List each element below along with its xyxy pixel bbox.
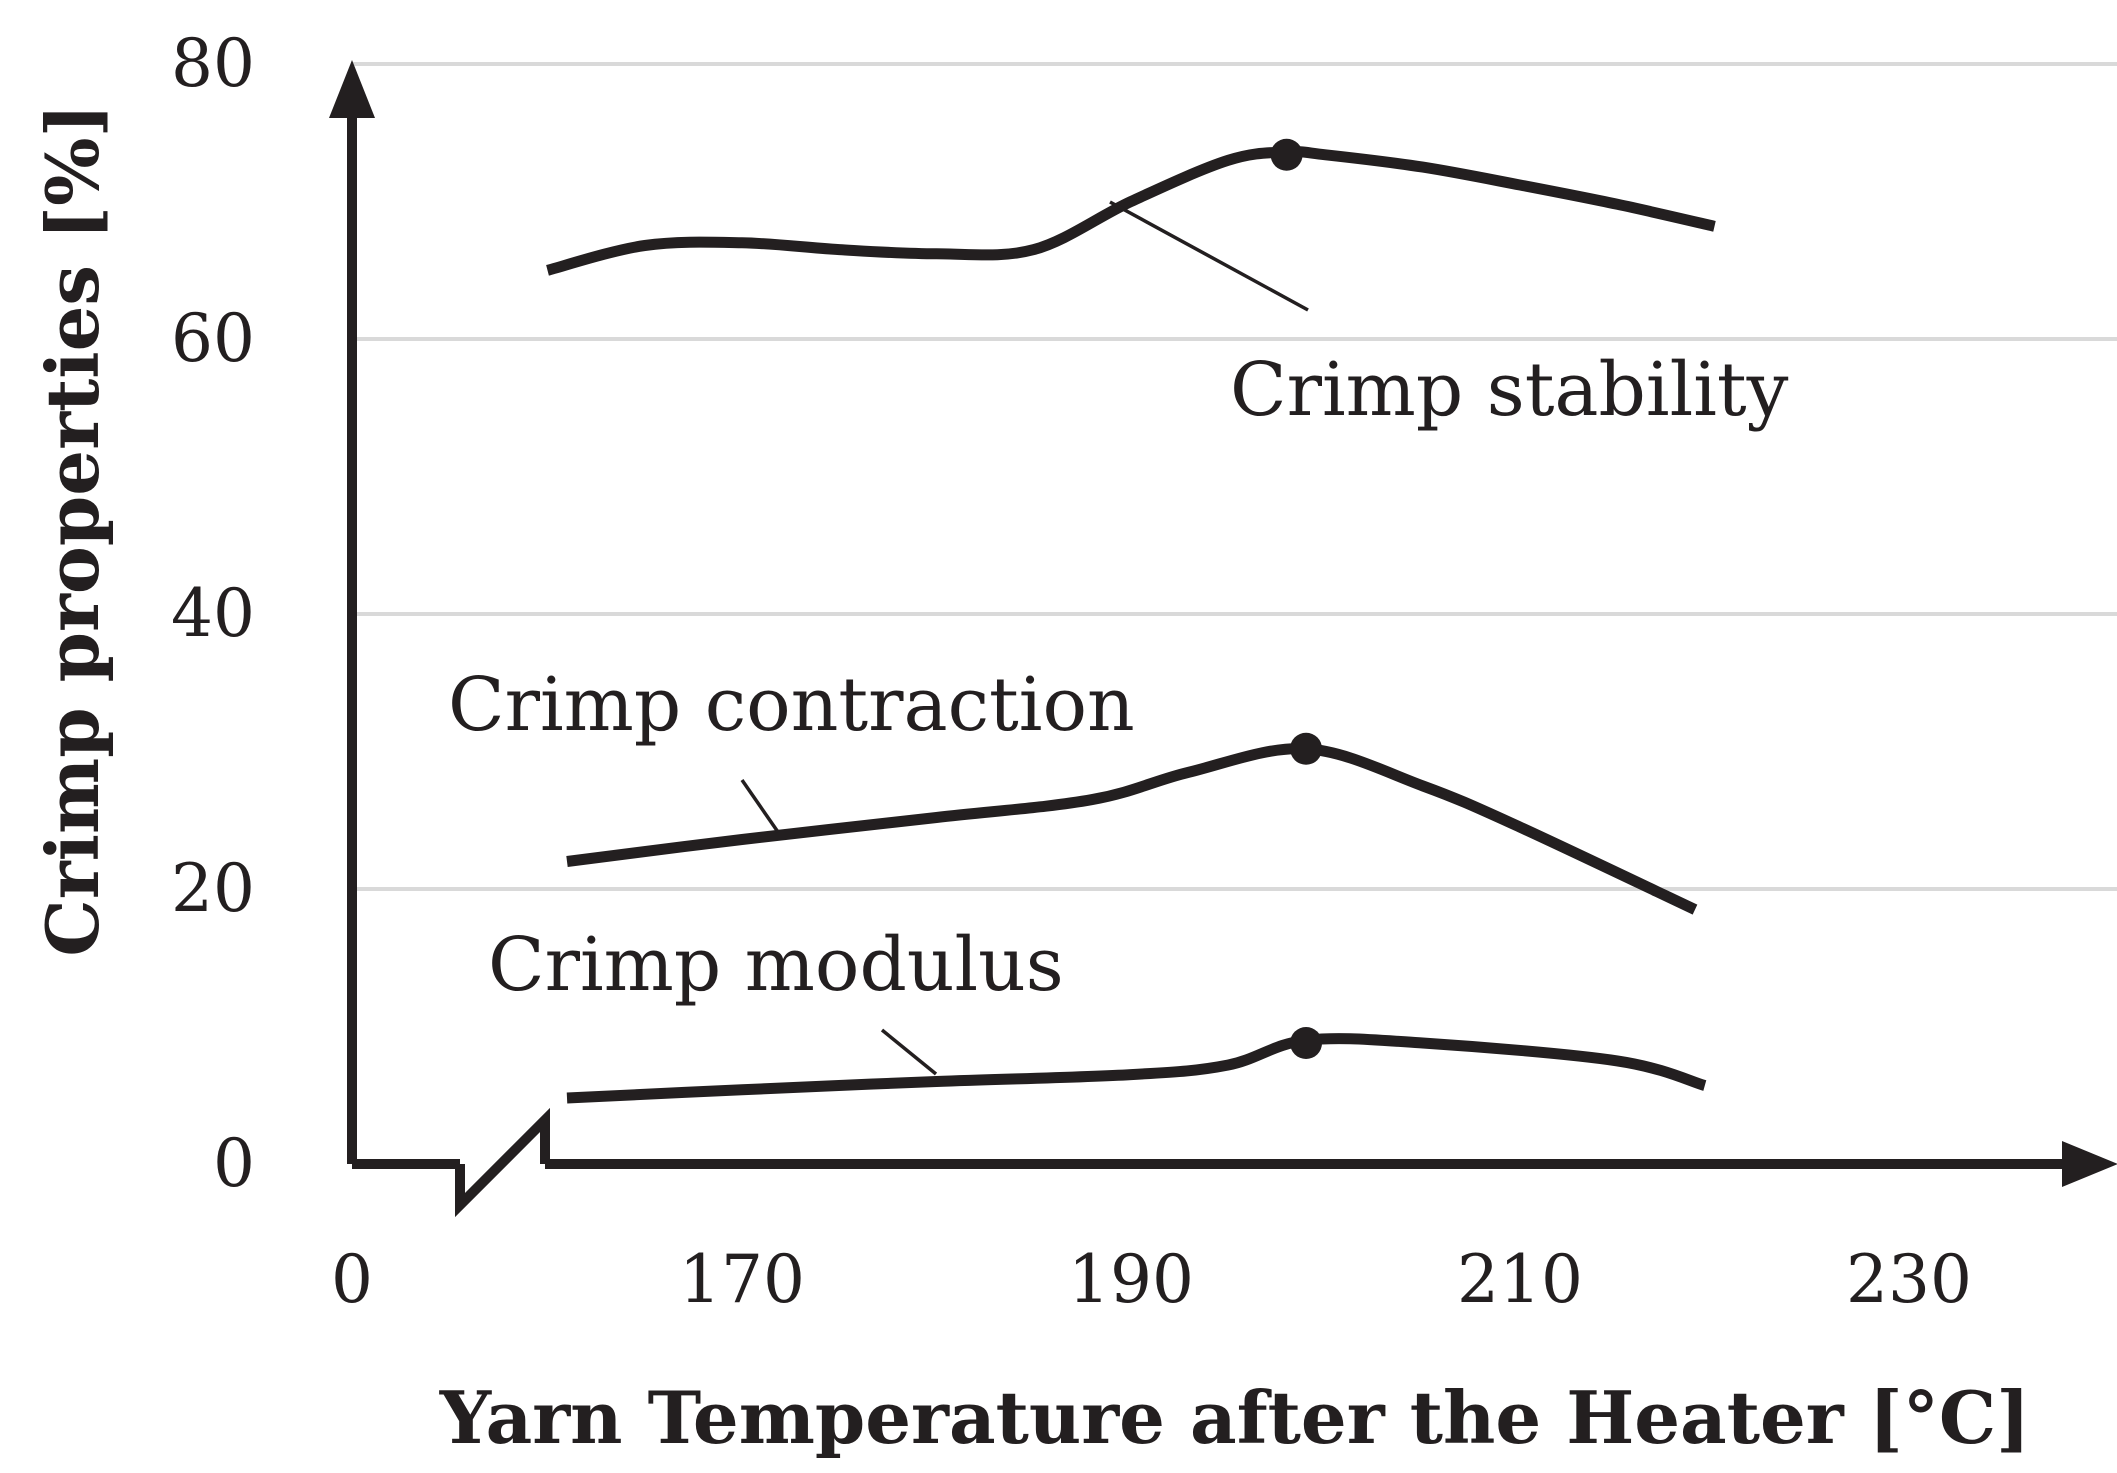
- leader-line-crimp-stability: [1109, 200, 1309, 312]
- series-line-crimp-stability: [546, 146, 1716, 276]
- x-tick-label: 0: [331, 1241, 373, 1318]
- peak-marker-crimp-contraction: [1290, 732, 1323, 765]
- series-label-crimp-contraction: Crimp contraction: [448, 662, 1135, 748]
- leader-line-crimp-contraction: [740, 779, 780, 833]
- y-axis-title: Crimp properties [%]: [30, 103, 115, 956]
- series-label-crimp-stability: Crimp stability: [1230, 347, 1789, 433]
- tick-labels: 0 20 40 60 80 0 170 190 210 230: [171, 25, 1972, 1318]
- x-tick-label: 190: [1068, 1241, 1194, 1318]
- series-labels: Crimp stability Crimp contraction Crimp mo…: [448, 200, 1789, 1076]
- peak-marker-crimp-modulus: [1290, 1027, 1323, 1059]
- y-tick-label: 0: [213, 1125, 255, 1202]
- x-axis-title: Yarn Temperature after the Heater [°C]: [439, 1375, 2030, 1460]
- y-tick-label: 40: [171, 575, 255, 652]
- series-group: [546, 138, 1716, 1104]
- y-tick-label: 60: [171, 300, 255, 377]
- x-axis-arrowhead: [2062, 1141, 2117, 1187]
- series-line-crimp-contraction: [566, 743, 1698, 915]
- axes: [329, 60, 2117, 1218]
- y-tick-label: 80: [171, 25, 255, 102]
- x-axis-break: [455, 1107, 550, 1218]
- gridlines: [352, 62, 2117, 891]
- leader-line-crimp-modulus: [880, 1028, 938, 1076]
- y-tick-label: 20: [171, 850, 255, 927]
- peak-marker-crimp-stability: [1270, 138, 1303, 171]
- x-tick-label: 170: [679, 1241, 805, 1318]
- x-tick-label: 230: [1846, 1241, 1972, 1318]
- series-line-crimp-modulus: [566, 1033, 1707, 1104]
- series-label-crimp-modulus: Crimp modulus: [488, 922, 1064, 1008]
- y-axis-arrowhead: [329, 60, 375, 118]
- x-tick-label: 210: [1457, 1241, 1583, 1318]
